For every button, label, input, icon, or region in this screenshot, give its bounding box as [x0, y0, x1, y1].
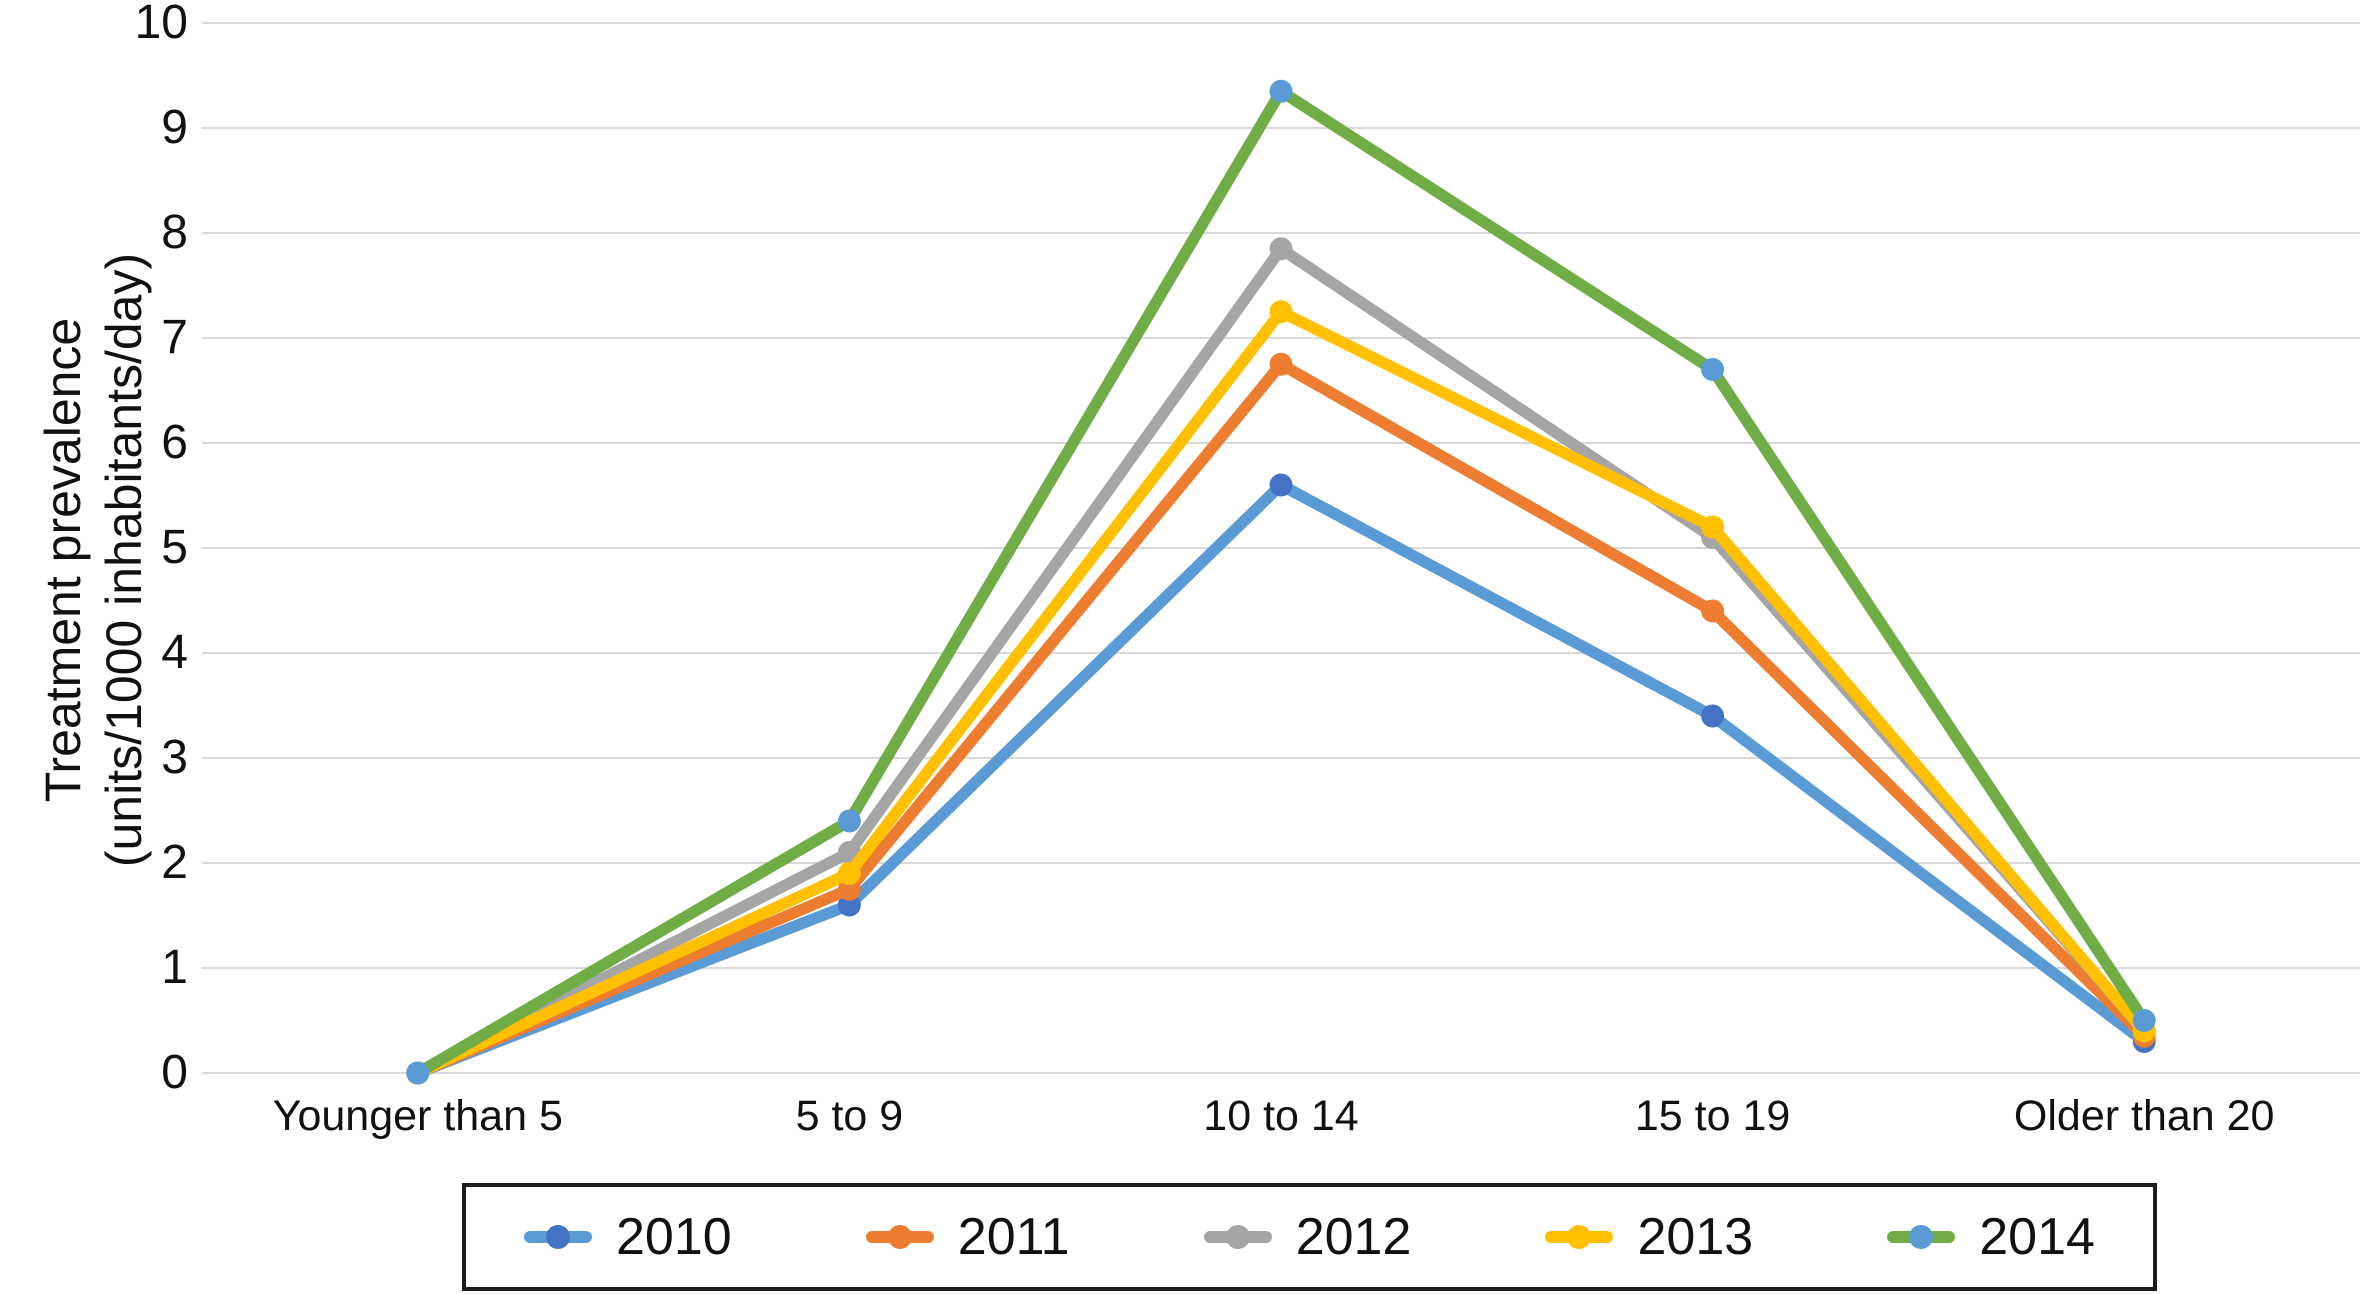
legend-item-2012: 2012: [1203, 1207, 1412, 1267]
y-tick-label-8: 8: [161, 206, 188, 259]
legend-item-2010: 2010: [524, 1207, 732, 1267]
series-line-2013: [412, 306, 2150, 1079]
data-point-2014-1: [837, 809, 861, 833]
y-tick-label-3: 3: [161, 731, 188, 784]
legend-dot-swatch: [887, 1225, 912, 1249]
data-point-2014-3: [1701, 358, 1725, 381]
legend-dot-swatch: [1567, 1225, 1592, 1249]
legend-label-2012: 2012: [1295, 1208, 1412, 1266]
y-tick-label-9: 9: [161, 101, 188, 154]
data-point-2013-2: [1269, 300, 1293, 324]
legend-item-2011: 2011: [865, 1207, 1070, 1267]
y-tick-label-7: 7: [161, 311, 188, 364]
x-axis-label-1: Younger than 5: [272, 1092, 563, 1140]
legend-label-2010: 2010: [616, 1208, 732, 1266]
legend-dot-swatch: [1225, 1225, 1250, 1249]
data-point-2011-3: [1701, 599, 1725, 623]
x-axis-label-2: 5 to 9: [795, 1092, 904, 1140]
legend-item-2013: 2013: [1545, 1207, 1753, 1267]
x-axis-label-5: Older than 20: [2013, 1092, 2275, 1140]
y-tick-label-10: 10: [134, 0, 188, 49]
data-point-2013-1: [837, 862, 861, 885]
legend-marker-icon: [1203, 1225, 1272, 1249]
y-tick-label-5: 5: [161, 521, 188, 574]
data-point-2012-2: [1269, 237, 1293, 261]
y-tick-label-1: 1: [161, 941, 188, 994]
x-axis-label-4: 15 to 19: [1634, 1092, 1791, 1140]
legend-item-2014: 2014: [1887, 1207, 2095, 1267]
legend-box: 2010 2011 2012 2013 2014: [462, 1183, 2157, 1291]
y-tick-label-6: 6: [161, 416, 188, 469]
data-point-2014-4: [2132, 1009, 2156, 1032]
data-point-2014-2: [1269, 79, 1293, 103]
data-point-2010-2: [1269, 473, 1293, 497]
legend-dot-swatch: [1909, 1225, 1934, 1249]
series-line-2011: [412, 358, 2150, 1079]
legend-marker-icon: [1887, 1225, 1956, 1249]
legend-marker-icon: [865, 1225, 934, 1249]
legend-label-2013: 2013: [1637, 1208, 1754, 1266]
data-point-2014-0: [406, 1061, 430, 1085]
legend-marker-icon: [524, 1225, 592, 1249]
y-tick-label-4: 4: [161, 626, 188, 679]
data-point-2010-1: [837, 893, 861, 917]
y-tick-label-2: 2: [161, 836, 188, 889]
data-point-2011-2: [1269, 352, 1293, 376]
legend-marker-icon: [1545, 1225, 1614, 1249]
data-point-2011-1: [837, 877, 861, 901]
legend-label-2011: 2011: [957, 1208, 1070, 1266]
data-point-2013-3: [1701, 515, 1725, 539]
y-tick-label-0: 0: [161, 1046, 188, 1099]
legend-dot-swatch: [546, 1225, 570, 1249]
data-point-2010-3: [1701, 704, 1725, 728]
x-axis-label-3: 10 to 14: [1203, 1092, 1359, 1140]
legend-label-2014: 2014: [1979, 1208, 2095, 1266]
